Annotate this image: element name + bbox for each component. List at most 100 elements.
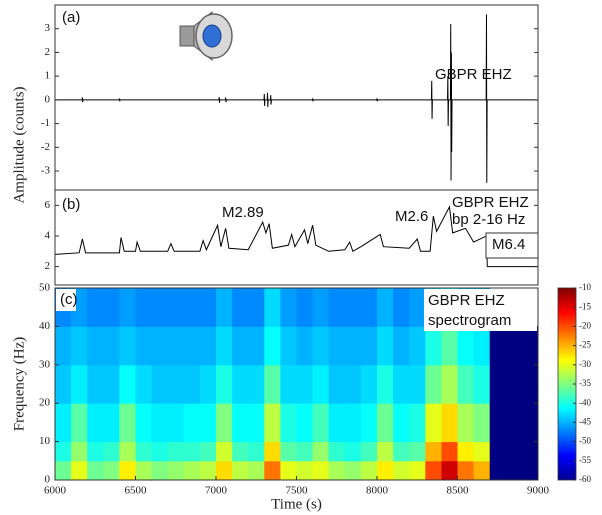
spectrogram-cell	[135, 441, 153, 462]
spectrogram-cell	[232, 460, 249, 481]
spectrogram-cell	[151, 441, 169, 462]
y-tick-label: 4	[45, 229, 51, 241]
spectrogram-cell	[280, 326, 297, 366]
spectrogram-cell	[280, 288, 297, 327]
spectrogram-cell	[521, 326, 539, 366]
spectrogram-cell	[151, 288, 169, 327]
spectrogram-cell	[425, 364, 442, 404]
spectrogram-cell	[393, 403, 410, 443]
spectrogram-cell	[264, 326, 281, 366]
spectrogram-cell	[135, 403, 153, 443]
spectrogram-cell	[473, 441, 491, 462]
spectrogram-cell	[473, 364, 491, 404]
spectrogram-cell	[151, 364, 169, 404]
spectrogram-cell	[103, 364, 120, 404]
colorbar-tick-label: -50	[579, 436, 591, 446]
spectrogram-cell	[377, 403, 394, 443]
spectrogram-cell	[232, 403, 249, 443]
spectrogram-cell	[199, 403, 217, 443]
annotation: M6.4	[492, 236, 525, 253]
y-tick-label: -1	[41, 117, 50, 129]
colorbar-tick-label: -25	[579, 340, 591, 350]
spectrogram-cell	[216, 326, 233, 366]
spectrogram-cell	[489, 326, 507, 366]
spectrogram-cell	[360, 288, 378, 327]
spectrogram-cell	[328, 403, 346, 443]
y-tick-label: 0	[45, 93, 51, 105]
spectrogram-cell	[103, 441, 120, 462]
label-box	[424, 289, 537, 331]
spectrogram-cell	[232, 364, 249, 404]
spectrogram-cell	[360, 441, 378, 462]
spectrogram-cell	[393, 326, 410, 366]
spectrogram-cell	[280, 403, 297, 443]
colorbar-tick-label: -35	[579, 378, 591, 388]
x-tick-label: 6000	[44, 485, 67, 497]
spectrogram-cell	[409, 288, 426, 327]
y-tick-label: -2	[41, 141, 50, 153]
spectrogram-cell	[489, 460, 507, 481]
annotation: GBPR EHZ	[452, 194, 529, 211]
spectrogram-cell	[135, 326, 153, 366]
x-tick-label: 8000	[366, 485, 389, 497]
spectrogram-cell	[377, 364, 394, 404]
spectrogram-cell	[328, 288, 346, 327]
x-tick-label: 8500	[447, 485, 470, 497]
y-tick-label: 20	[39, 397, 51, 409]
y-tick-label: 1	[45, 70, 51, 82]
spectrogram-cell	[135, 460, 153, 481]
spectrogram-cell	[457, 364, 475, 404]
annotation: M2.6	[395, 208, 428, 225]
spectrogram-cell	[264, 364, 281, 404]
spectrogram-cell	[360, 326, 378, 366]
spectrogram-cell	[409, 441, 426, 462]
annotation: GBPR EHZ	[435, 66, 512, 83]
spectrogram-cell	[55, 441, 72, 462]
spectrogram-cell	[119, 326, 136, 366]
annotation: bp 2-16 Hz	[452, 211, 525, 228]
y-tick-label: 0	[45, 474, 51, 486]
spectrogram-cell	[521, 460, 539, 481]
spectrogram-cell	[280, 364, 297, 404]
spectrogram-cell	[167, 460, 185, 481]
spectrogram-cell	[328, 326, 346, 366]
spectrogram-cell	[489, 441, 507, 462]
colorbar-tick-label: -55	[579, 455, 591, 465]
spectrogram-cell	[71, 460, 88, 481]
spectrogram-cell	[360, 364, 378, 404]
spectrogram-cell	[489, 403, 507, 443]
spectrogram-cell	[473, 403, 491, 443]
label-box	[56, 289, 76, 311]
spectrogram-cell	[505, 441, 523, 462]
spectrogram-cell	[264, 460, 281, 481]
spectrogram-cell	[473, 326, 491, 366]
spectrogram-cell	[328, 364, 346, 404]
spectrogram-cell	[216, 364, 233, 404]
spectrogram-cell	[264, 403, 281, 443]
spectrogram-cell	[441, 326, 458, 366]
spectrogram-cell	[71, 364, 88, 404]
waveform	[55, 14, 538, 183]
spectrogram-cell	[344, 403, 362, 443]
spectrogram-cell	[425, 460, 442, 481]
spectrogram-cell	[199, 441, 217, 462]
spectrogram-cell	[312, 364, 330, 404]
speaker-icon[interactable]	[179, 10, 233, 62]
spectrogram-cell	[457, 441, 475, 462]
spectrogram-cell	[248, 460, 265, 481]
spectrogram-cell	[119, 441, 136, 462]
spectrogram-cell	[409, 326, 426, 366]
spectrogram-cell	[312, 326, 330, 366]
x-tick-label: 7000	[205, 485, 228, 497]
spectrogram-cell	[199, 364, 217, 404]
spectrogram-cell	[216, 460, 233, 481]
spectrogram-cell	[71, 403, 88, 443]
spectrogram-cell	[87, 364, 104, 404]
colorbar-tick-label: -40	[579, 397, 591, 407]
spectrogram-cell	[103, 403, 120, 443]
spectrogram-cell	[248, 326, 265, 366]
spectrogram-cell	[441, 403, 458, 443]
x-axis-label: Time (s)	[271, 496, 322, 512]
spectrogram-cell	[505, 326, 523, 366]
y-axis-label: Amplitude (counts)	[11, 86, 27, 203]
